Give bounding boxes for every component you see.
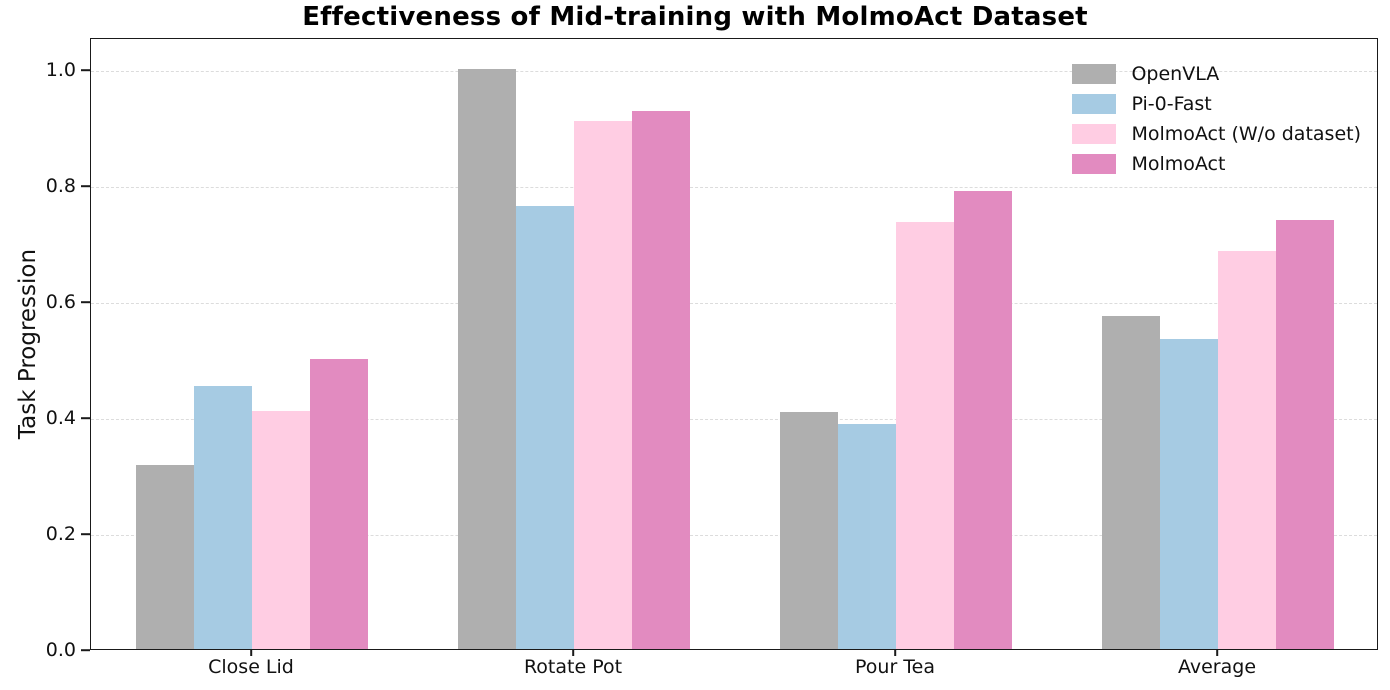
- bar-molmoact-pour-tea: [954, 190, 1012, 649]
- bar-pi-0-fast-rotate-pot: [516, 206, 574, 649]
- y-tick-label-0.0: 0.0: [45, 639, 76, 661]
- y-tick-label-0.2: 0.2: [45, 523, 76, 545]
- legend-swatch-molmoact-wo-dataset: [1072, 124, 1117, 144]
- bar-molmoact-w-o-dataset--average: [1218, 251, 1276, 649]
- y-tick-mark: [81, 533, 90, 535]
- legend-swatch-molmoact: [1072, 154, 1117, 174]
- bar-openvla-average: [1102, 315, 1160, 649]
- bar-group-average: [1102, 220, 1334, 649]
- legend-label: OpenVLA: [1131, 63, 1220, 85]
- x-tick-label-pour-tea: Pour Tea: [854, 656, 936, 678]
- x-tick-mark: [1216, 650, 1218, 656]
- x-tick-label-close-lid: Close Lid: [208, 656, 294, 678]
- y-tick-label-1.0: 1.0: [45, 59, 76, 81]
- legend-item-molmoact: MolmoAct: [1072, 149, 1361, 179]
- legend-swatch-pi0fast: [1072, 94, 1117, 114]
- y-tick-label-0.6: 0.6: [45, 291, 76, 313]
- bar-molmoact-rotate-pot: [632, 111, 690, 649]
- gridline-y-0.4: [91, 419, 1377, 420]
- y-tick-mark: [81, 301, 90, 303]
- bar-group-pour-tea: [780, 190, 1012, 649]
- y-tick-mark: [81, 185, 90, 187]
- bar-pi-0-fast-average: [1160, 338, 1218, 649]
- legend-swatch-openvla: [1072, 64, 1117, 84]
- y-tick-label-0.8: 0.8: [45, 175, 76, 197]
- y-tick-mark: [81, 69, 90, 71]
- gridline-y-0.6: [91, 303, 1377, 304]
- y-tick-mark: [81, 649, 90, 651]
- legend-item-molmoact-wo-dataset: MolmoAct (W/o dataset): [1072, 119, 1361, 149]
- bar-pi-0-fast-pour-tea: [838, 423, 896, 649]
- legend: OpenVLA Pi-0-Fast MolmoAct (W/o dataset)…: [1072, 59, 1361, 179]
- bar-molmoact-w-o-dataset--pour-tea: [896, 221, 954, 649]
- legend-label: MolmoAct: [1131, 153, 1226, 175]
- bar-openvla-rotate-pot: [458, 69, 516, 649]
- bar-molmoact-w-o-dataset--rotate-pot: [574, 121, 632, 649]
- x-tick-mark: [894, 650, 896, 656]
- gridline-y-1.0: [91, 71, 1377, 72]
- plot-area: OpenVLA Pi-0-Fast MolmoAct (W/o dataset)…: [90, 38, 1378, 650]
- bar-pi-0-fast-close-lid: [194, 386, 252, 649]
- x-tick-label-rotate-pot: Rotate Pot: [523, 656, 623, 678]
- y-tick-mark: [81, 417, 90, 419]
- legend-item-openvla: OpenVLA: [1072, 59, 1361, 89]
- legend-label: Pi-0-Fast: [1131, 93, 1212, 115]
- x-tick-label-average: Average: [1177, 656, 1257, 678]
- y-tick-label-0.4: 0.4: [45, 407, 76, 429]
- bar-molmoact-w-o-dataset--close-lid: [252, 411, 310, 649]
- bar-molmoact-close-lid: [310, 359, 368, 649]
- bar-molmoact-average: [1276, 220, 1334, 649]
- legend-item-pi0fast: Pi-0-Fast: [1072, 89, 1361, 119]
- bar-group-close-lid: [136, 359, 368, 649]
- legend-label: MolmoAct (W/o dataset): [1131, 123, 1361, 145]
- x-tick-mark: [572, 650, 574, 656]
- chart-title: Effectiveness of Mid-training with Molmo…: [302, 2, 1088, 32]
- bar-openvla-close-lid: [136, 465, 194, 649]
- gridline-y-0.2: [91, 535, 1377, 536]
- x-tick-mark: [250, 650, 252, 656]
- gridline-y-0.8: [91, 187, 1377, 188]
- bar-group-rotate-pot: [458, 69, 690, 649]
- bar-openvla-pour-tea: [780, 412, 838, 649]
